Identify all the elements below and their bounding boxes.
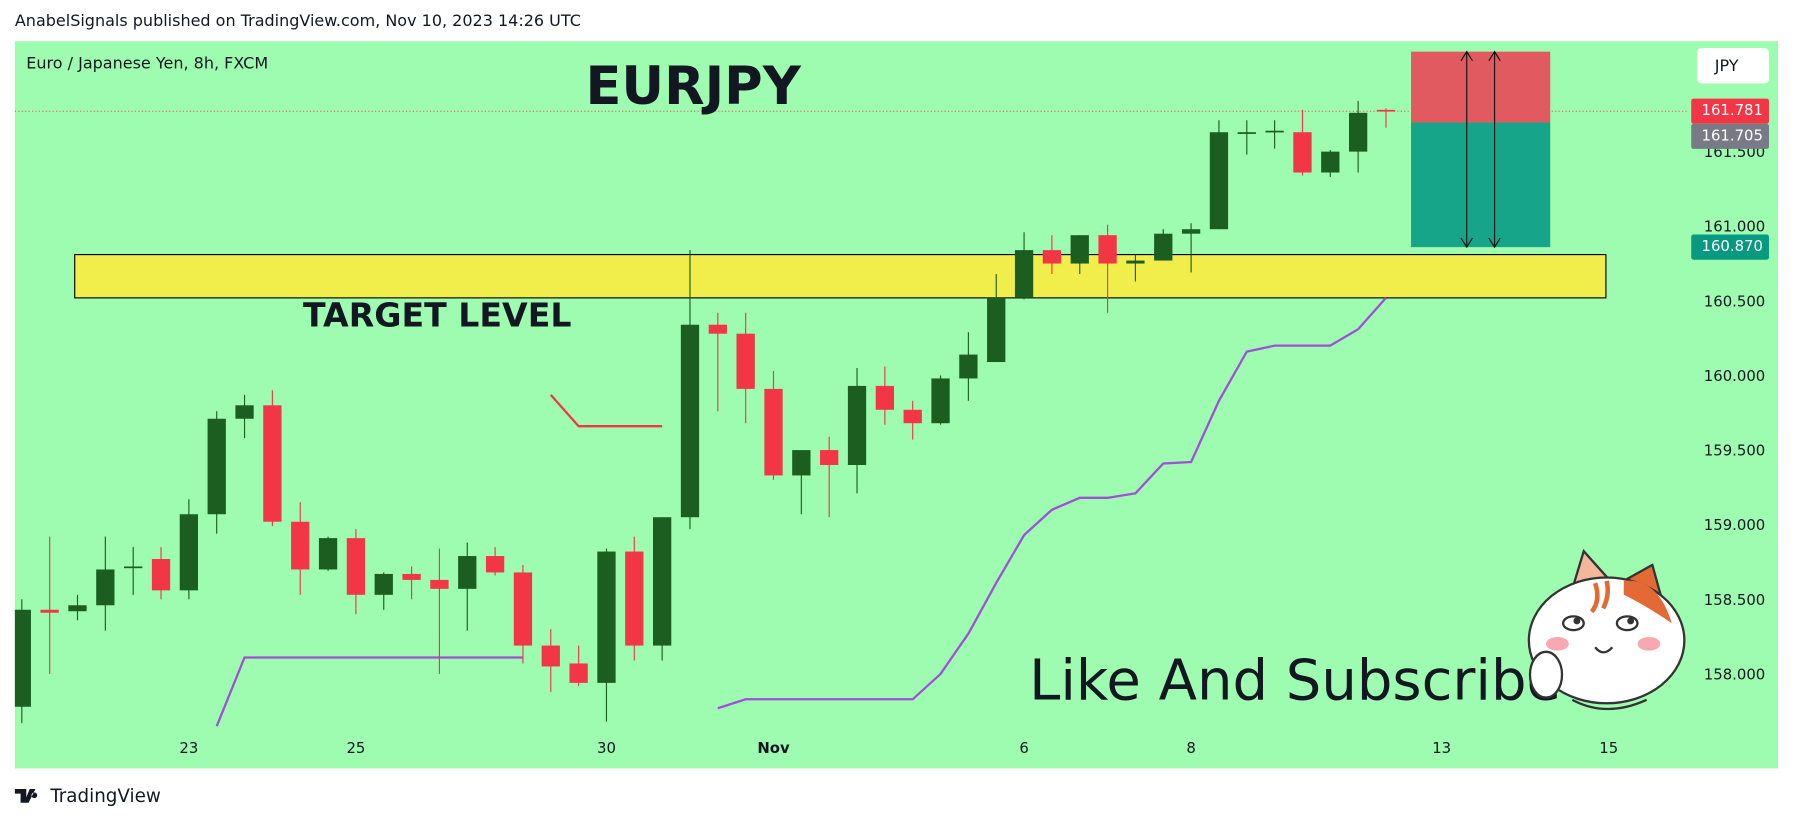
candle-body [1265, 130, 1284, 133]
y-tick-label: 160.500 [1704, 292, 1765, 310]
x-tick-label: 23 [179, 739, 198, 757]
candle-body [680, 324, 700, 518]
candle-body [903, 409, 922, 424]
candle-body [458, 556, 477, 589]
x-tick-label: 13 [1432, 739, 1451, 757]
candle-body [263, 405, 282, 522]
candle-body [1181, 229, 1201, 234]
currency-label[interactable]: JPY [1714, 56, 1739, 75]
candle-body [931, 378, 950, 424]
candle-body [291, 521, 310, 570]
candle-body [1042, 250, 1062, 264]
brand-logo[interactable] [14, 789, 38, 803]
price-label: 161.705 [1702, 126, 1763, 144]
y-tick-label: 158.500 [1704, 591, 1765, 609]
candle-body [96, 569, 115, 606]
position-arrow [1488, 50, 1501, 249]
price-label-box [1691, 98, 1769, 124]
candle-body [597, 551, 616, 683]
position-target [1411, 122, 1551, 248]
price-label: 161.781 [1702, 101, 1763, 119]
candle-body [708, 324, 727, 334]
candle-body [959, 354, 978, 379]
price-label-box [1691, 234, 1769, 260]
position-stop [1411, 51, 1551, 123]
candle-body [1376, 109, 1396, 112]
chart-title: EURJPY [585, 56, 801, 117]
candle-body [40, 609, 59, 613]
candle-body [485, 556, 505, 573]
candle-body [346, 538, 366, 595]
plot-area [14, 100, 1687, 727]
candle-body [1321, 151, 1340, 173]
symbol-label: Euro / Japanese Yen, 8h, FXCM [26, 54, 268, 73]
y-tick-label: 160.000 [1704, 367, 1765, 385]
x-tick-label: 25 [346, 739, 365, 757]
candle-body [569, 663, 588, 683]
candle-body [1014, 250, 1034, 298]
candle-body [402, 573, 421, 580]
candle-body [847, 385, 867, 465]
candle-body [875, 385, 895, 410]
candle-body [1293, 132, 1312, 173]
candle-body [68, 605, 87, 612]
candle-body [736, 333, 755, 389]
price-label: 160.870 [1702, 237, 1763, 255]
y-tick-label: 161.000 [1704, 218, 1765, 236]
y-tick-label: 158.000 [1704, 665, 1765, 683]
candle-body [652, 517, 672, 646]
target-zone [74, 254, 1607, 299]
y-tick-label: 159.000 [1704, 516, 1765, 534]
overlay [1411, 50, 1551, 249]
zone-label: TARGET LEVEL [303, 295, 571, 334]
candle-body [1098, 235, 1117, 264]
candle-body [764, 388, 783, 476]
cat-sticker [1527, 548, 1686, 711]
candle-body [207, 418, 226, 515]
candle-body [14, 609, 31, 707]
candle-body [1209, 132, 1229, 230]
y-tick-label: 159.500 [1704, 442, 1765, 460]
candle-body [820, 450, 839, 465]
candle-body [124, 566, 143, 569]
currency-box[interactable] [1696, 48, 1769, 84]
candle-body [374, 573, 393, 595]
x-tick-label: 30 [597, 739, 616, 757]
x-tick-label: 15 [1599, 739, 1618, 757]
indicator-line [549, 394, 663, 428]
candle-body [541, 645, 560, 667]
brand-name[interactable]: TradingView [49, 786, 161, 807]
indicator-line [215, 297, 1387, 727]
candle-body [513, 572, 533, 646]
call-to-action: Like And Subscribe [1029, 648, 1561, 713]
publish-header: AnabelSignals published on TradingView.c… [15, 11, 581, 30]
x-tick-label: 8 [1186, 739, 1195, 757]
price-label-box [1691, 123, 1769, 149]
candle-body [1070, 235, 1089, 264]
candle-body [318, 538, 338, 570]
candle-body [792, 450, 811, 476]
candle-body [151, 559, 171, 591]
candle-body [235, 405, 254, 419]
candle-body [625, 551, 644, 646]
candle-body [430, 579, 449, 589]
x-tick-label: 6 [1019, 739, 1028, 757]
position-arrow [1460, 50, 1473, 249]
candle-body [987, 297, 1006, 363]
candle-body [1126, 260, 1145, 264]
candle-body [1154, 233, 1173, 261]
candle-body [1348, 112, 1368, 152]
x-tick-label: Nov [757, 739, 790, 757]
candle-body [1237, 132, 1256, 134]
candle-body [179, 514, 199, 591]
